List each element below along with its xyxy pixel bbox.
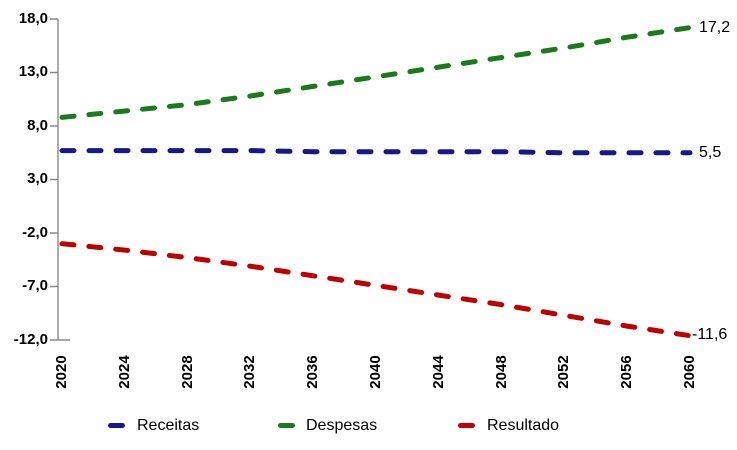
legend-swatch-receitas: [108, 423, 125, 428]
x-tick-label: 2052: [555, 355, 572, 389]
data-label-resultado: -11,6: [692, 326, 728, 343]
y-tick-label: -12,0: [13, 331, 48, 348]
x-tick-label: 2036: [304, 355, 321, 389]
legend-swatch-resultado: [458, 423, 475, 428]
series-line-despesas: [59, 25, 693, 120]
legend-swatch-despesas: [278, 423, 295, 428]
data-label-receitas: 5,5: [699, 144, 722, 161]
legend-label-receitas: Receitas: [137, 417, 200, 434]
legend-label-resultado: Resultado: [487, 417, 560, 434]
y-tick-label: 8,0: [27, 117, 48, 134]
x-tick-label: 2044: [430, 355, 447, 389]
x-tick-label: 2032: [241, 355, 258, 389]
legend-label-despesas: Despesas: [306, 417, 378, 434]
y-tick-label: -2,0: [22, 224, 48, 241]
x-tick-label: 2028: [179, 355, 196, 389]
x-tick-label: 2060: [681, 355, 698, 389]
x-tick-label: 2056: [618, 355, 635, 389]
x-tick-label: 2024: [116, 355, 133, 389]
x-tick-label: 2020: [53, 355, 70, 389]
series-line-resultado: [59, 241, 693, 339]
y-tick-label: 18,0: [18, 10, 48, 27]
data-label-despesas: 17,2: [699, 19, 731, 36]
y-tick-label: 3,0: [27, 170, 48, 187]
series-line-receitas: [59, 148, 693, 156]
x-tick-label: 2040: [367, 355, 384, 389]
y-tick-label: -7,0: [22, 277, 48, 294]
y-axis: [50, 18, 70, 341]
x-tick-label: 2048: [493, 355, 510, 389]
y-tick-label: 13,0: [18, 63, 48, 80]
